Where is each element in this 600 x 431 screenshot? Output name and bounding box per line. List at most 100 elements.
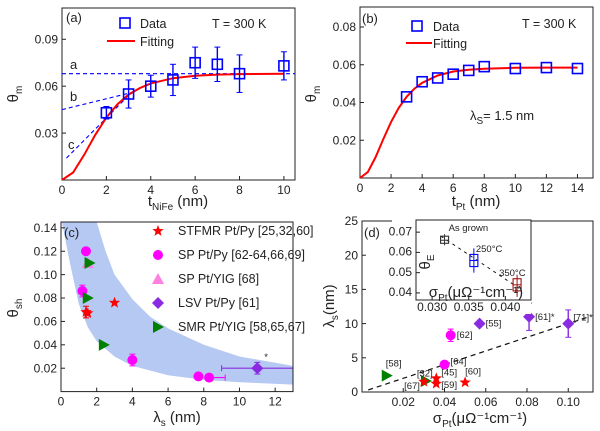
y-tick-label: 25 (345, 214, 359, 228)
legend-label: SP Pt/Py [62-64,66,69] (178, 248, 305, 262)
data-point (416, 75, 428, 88)
data-point (127, 355, 138, 366)
panel-a: 0 2 4 6 8 10 0.03 0.06 0.09 a b c (a) T = 300 K Data Fi… (5, 7, 296, 213)
y-tick-label: 0.07 (389, 224, 413, 238)
temperature-annotation: T = 300 K (212, 17, 267, 31)
y-tick-label: 5 (351, 351, 358, 365)
annotation-lambda: λ (470, 108, 477, 123)
x-axis-label-unit: (μΩ⁻¹cm⁻¹) (452, 410, 528, 427)
x-tick-label: 12 (268, 395, 282, 409)
y-tick-label: 0.08 (34, 291, 58, 305)
x-tick-label: 8 (236, 183, 243, 197)
data-point (82, 292, 94, 305)
legend-fitting-label: Fitting (433, 37, 467, 51)
y-axis-label: θE (417, 254, 437, 269)
guide-line-label: a (70, 57, 78, 72)
asterisk-note: * (264, 352, 268, 363)
legend-fitting-label: Fitting (140, 35, 174, 49)
y-tick-label: 10 (345, 317, 359, 331)
legend-marker (153, 250, 163, 260)
x-tick-label: 0.030 (417, 300, 447, 314)
x-axis-label-main: σ (433, 410, 443, 427)
data-point (430, 372, 442, 384)
x-tick-label: 0.08 (515, 395, 539, 409)
x-tick-label: 0.06 (474, 395, 498, 409)
y-axis-label: λs(nm) (321, 284, 341, 327)
x-tick-label: 6 (192, 183, 199, 197)
y-axis-label-main: θ (5, 309, 22, 317)
x-tick-label: 10 (277, 183, 291, 197)
y-tick-label: 0.12 (34, 244, 58, 258)
data-point (431, 72, 444, 84)
x-axis-label: σPt(μΩ⁻¹cm⁻¹) (429, 284, 523, 304)
legend-label: SMR Pt/YIG [58,65,67] (178, 320, 305, 334)
data-point (571, 62, 584, 75)
y-tick-label: 0.09 (35, 32, 59, 46)
x-tick-label: 4 (129, 395, 136, 409)
x-axis-label: tNiFe (nm) (148, 193, 208, 213)
plot-area (62, 46, 295, 180)
reference-label: [62] (457, 330, 473, 341)
data-point (381, 369, 393, 382)
y-axis-label: θm (5, 86, 25, 103)
x-tick-label: 2 (103, 183, 110, 197)
reference-label: [61]* (535, 312, 555, 323)
legend-data-marker (119, 17, 131, 29)
x-tick-label: 2 (93, 395, 100, 409)
data-point (430, 377, 442, 389)
y-tick-label: 0.04 (333, 96, 357, 110)
data-point (204, 372, 215, 383)
reference-label: [59] (441, 380, 457, 391)
legend-data-marker (411, 20, 423, 32)
reference-label: [67] (404, 381, 420, 392)
y-tick-label: 0.10 (34, 268, 58, 282)
plot-area (360, 60, 584, 178)
plot-area (61, 222, 293, 385)
data-point (122, 88, 135, 100)
reference-label: [58] (386, 359, 402, 370)
data-point (167, 74, 179, 86)
inset-trend-line (440, 235, 521, 290)
x-axis-label: σPt(μΩ⁻¹cm⁻¹) (433, 410, 527, 430)
data-point (82, 307, 94, 319)
data-point (439, 359, 450, 370)
y-axis-label-sub: sh (14, 299, 25, 310)
data-point (278, 60, 290, 72)
data-point (447, 68, 460, 80)
x-axis-label-main: t (452, 193, 457, 210)
guide-line-b (62, 91, 136, 111)
data-point (473, 317, 486, 330)
legend-label: STFMR Pt/Py [25,32,60] (178, 224, 313, 238)
panel-label: (d) (364, 225, 380, 240)
panel-d: 0.02 0.04 0.06 0.08 0.10 0 5 10 15 20 25 [58][67][3… (321, 214, 594, 430)
legend-data-label: Data (433, 20, 459, 34)
x-axis-label-sub: Pt (456, 202, 466, 213)
x-axis-label-sub: Pt (438, 293, 448, 304)
data-point (445, 330, 456, 341)
x-tick-label: 8 (481, 181, 488, 195)
y-tick-label: 15 (345, 283, 359, 297)
x-tick-label: 4 (419, 181, 426, 195)
y-axis-label-main: θ (5, 94, 22, 102)
y-tick-label: 0.03 (35, 126, 59, 140)
data-point (189, 56, 201, 69)
trend-line (367, 316, 590, 391)
data-point (80, 246, 91, 257)
guide-line-label: c (68, 137, 75, 152)
y-tick-label: 0.06 (333, 58, 357, 72)
plot-frame (60, 221, 294, 393)
data-point (509, 62, 522, 75)
legend-marker (152, 225, 164, 236)
reference-label: [60] (465, 366, 481, 377)
y-tick-label: 0.06 (389, 245, 413, 259)
panel-label: (a) (66, 10, 82, 25)
reference-label: [32] (417, 369, 433, 380)
x-tick-label: 8 (200, 395, 207, 409)
x-tick-label: 2 (388, 181, 395, 195)
annotation-value: = 1.5 nm (483, 108, 534, 123)
y-tick-label: 0.04 (389, 285, 413, 299)
x-tick-label: 6 (450, 181, 457, 195)
legend-label: LSV Pt/Py [61] (178, 296, 259, 310)
y-axis-label: θsh (5, 299, 25, 318)
